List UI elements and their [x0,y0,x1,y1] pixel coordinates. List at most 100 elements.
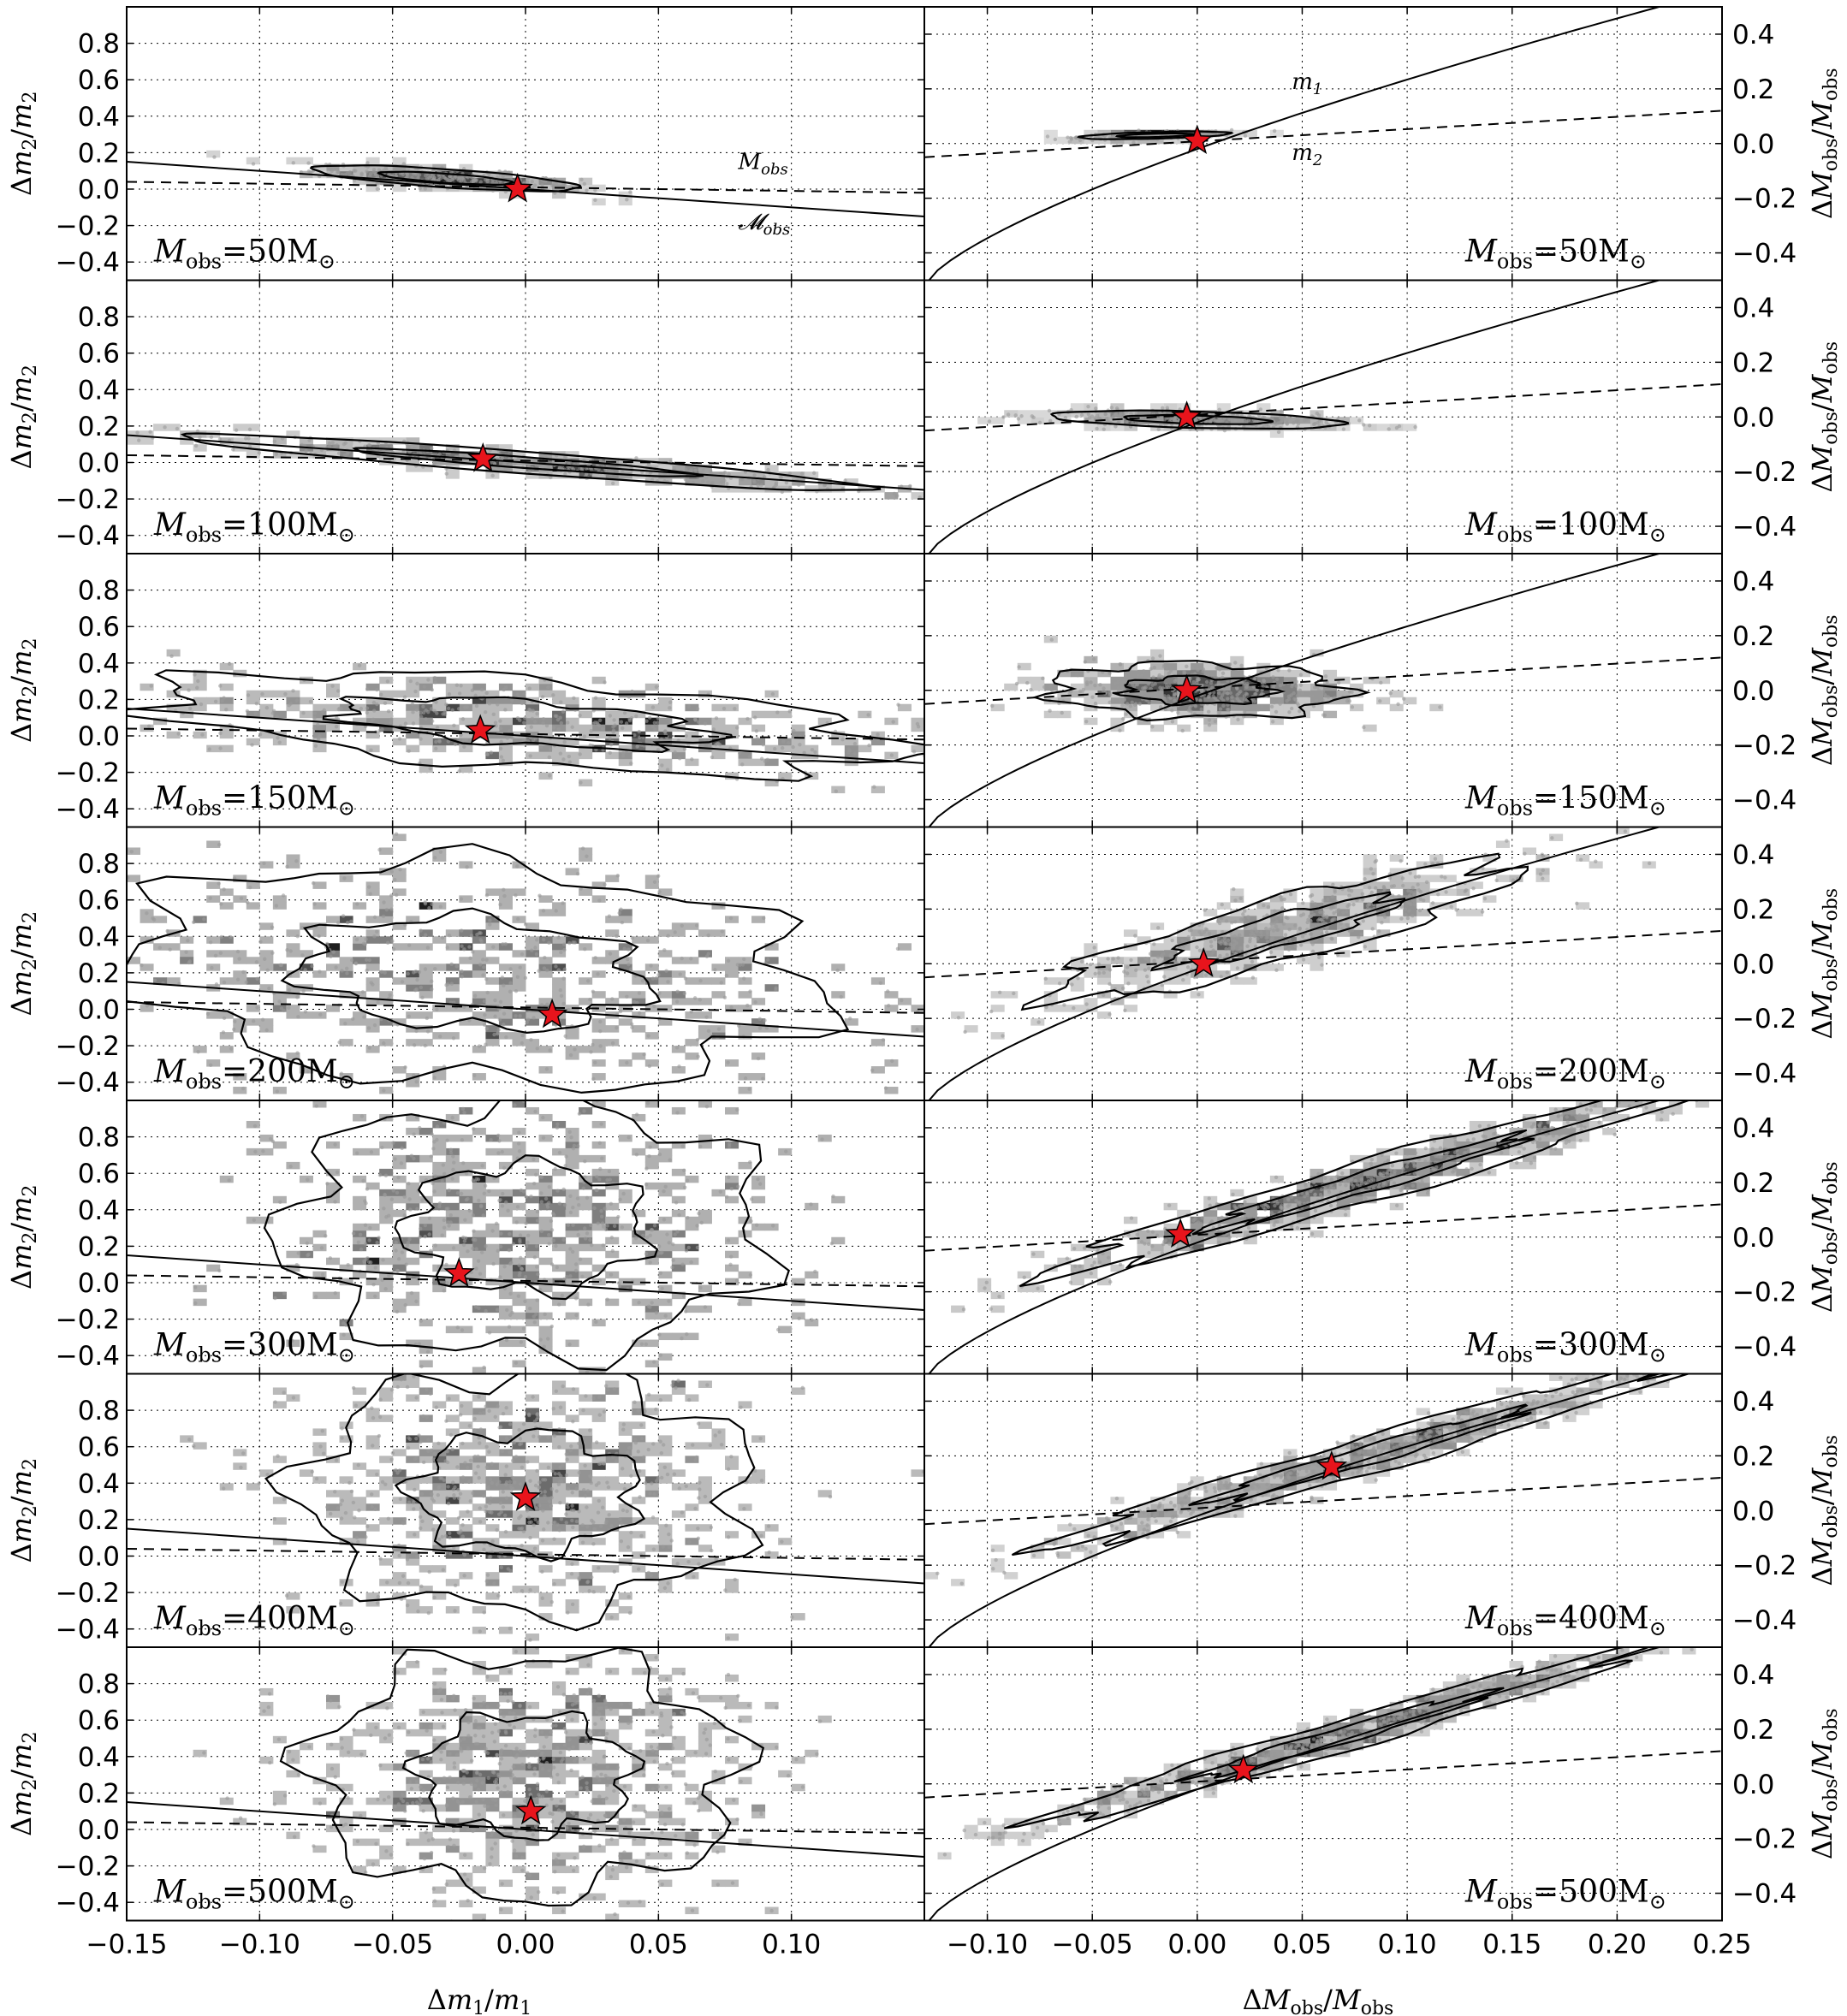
scatter-point [545,685,550,690]
density-cell [738,751,752,760]
scatter-point [1379,680,1383,685]
scatter-point [424,717,428,721]
density-cell [1230,943,1244,951]
scatter-point [148,430,152,434]
density-cell [339,916,353,923]
scatter-point [1076,976,1080,981]
scatter-point [813,750,817,755]
density-cell [538,909,553,916]
scatter-point [627,717,632,721]
density-cell [512,697,526,705]
scatter-point [1433,857,1438,861]
density-cell [618,991,632,999]
scatter-point [518,718,522,722]
density-cell [1576,854,1590,862]
density-cell [671,751,686,760]
scatter-point [1410,886,1415,890]
scatter-point [1078,689,1083,693]
scatter-point [205,1011,211,1017]
scatter-point [647,715,652,720]
scatter-point [650,705,656,709]
scatter-point [264,1028,269,1033]
density-cell [432,1005,447,1012]
scatter-point [781,739,786,744]
density-cell [552,902,567,910]
scatter-point [932,489,935,493]
scatter-point [1165,406,1169,410]
scatter-point [627,695,632,699]
density-cell [618,964,632,971]
density-cell [526,1018,540,1026]
scatter-point [1131,140,1136,145]
scatter-point [375,702,379,707]
scatter-point [1120,703,1125,708]
density-cell [1482,854,1497,862]
density-cell [1004,410,1019,418]
scatter-point [452,176,457,181]
density-cell [406,465,420,472]
scatter-point [450,708,454,713]
density-cell [1283,888,1298,896]
scatter-point [580,1143,584,1147]
scatter-point [1326,897,1330,902]
density-cell [312,703,327,712]
scatter-point [385,679,390,684]
y-tick-label: 0.8 [78,576,120,607]
scatter-point [1310,694,1315,698]
density-cell [1110,697,1125,705]
scatter-point [704,1015,709,1019]
density-cell [485,465,500,472]
scatter-point [349,958,354,963]
density-cell [1110,424,1125,431]
density-cell [1429,888,1444,896]
scatter-point [469,934,474,938]
density-cell [472,1018,486,1026]
density-cell [844,751,858,760]
scatter-point [1158,705,1163,709]
density-cell [379,170,394,179]
density-cell [618,465,632,472]
density-cell [512,977,526,985]
density-cell [233,1087,247,1094]
density-cell [365,710,380,719]
density-cell [817,717,832,726]
density-cell [1070,136,1084,145]
scatter-point [802,750,806,756]
scatter-point [1578,857,1583,862]
scatter-point [5,419,9,423]
scatter-point [415,681,419,686]
density-cell [1336,881,1351,889]
scatter-point [520,701,525,706]
density-cell [419,444,433,452]
density-cell [299,1011,313,1019]
scatter-point [559,700,563,704]
density-cell [1124,943,1138,951]
scatter-point [217,437,223,442]
scatter-point [400,980,405,984]
density-cell [286,1011,300,1019]
density-cell [725,478,739,486]
scatter-point [1236,717,1240,722]
density-cell [326,1005,341,1012]
curve-m2 [924,382,1722,432]
density-cell [246,444,260,452]
scatter-point [425,946,431,950]
scatter-point [1118,662,1123,667]
density-cell [472,683,486,691]
scatter-point [365,710,369,715]
density-cell [751,710,766,719]
scatter-point [336,707,341,712]
density-cell [685,465,699,472]
density-cell [764,465,779,472]
scatter-point [1471,886,1476,891]
scatter-point [490,473,495,478]
density-cell [644,1032,659,1040]
density-cell [1376,424,1391,431]
scatter-point [1237,691,1241,696]
density-cell [1084,403,1098,411]
scatter-point [1118,697,1122,702]
density-cell [406,437,420,445]
density-cell [671,929,686,937]
y-tick-label: 0.0 [1732,676,1774,707]
